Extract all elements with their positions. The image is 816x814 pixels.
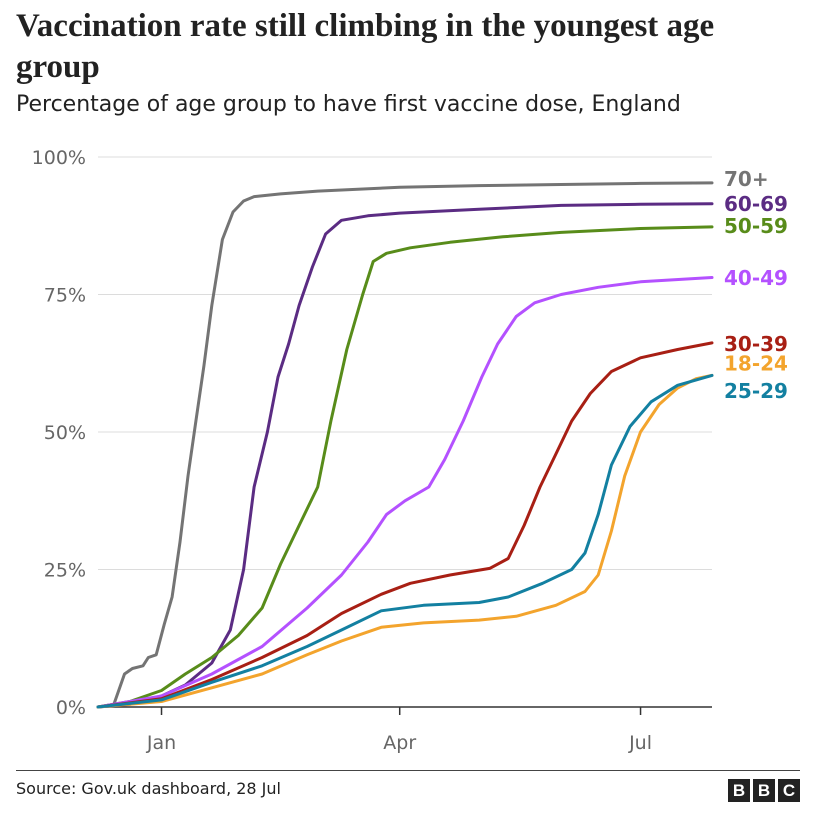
series-label: 25-29: [724, 379, 788, 403]
gridlines: [98, 156, 712, 570]
x-tick-label: Apr: [383, 732, 416, 754]
chart-title: Vaccination rate still climbing in the y…: [16, 8, 715, 85]
y-tick-label: 75%: [44, 285, 86, 307]
series-line: [96, 373, 714, 709]
series-label: 40-49: [724, 266, 788, 290]
series-line: [96, 225, 714, 709]
series-line: [96, 276, 714, 709]
axes: 0% 25% 50% 75% 100% Jan Apr Jul: [32, 147, 712, 754]
series-label: 70+: [724, 167, 769, 191]
series-label: 60-69: [724, 192, 788, 216]
series-line: [96, 181, 714, 709]
y-tick-label: 0%: [56, 697, 86, 719]
series-line: [96, 202, 714, 709]
x-tick-label: Jan: [146, 732, 176, 754]
bbc-logo: B B C: [728, 779, 800, 802]
bbc-logo-letter: B: [728, 779, 750, 802]
source-note: Source: Gov.uk dashboard, 28 Jul: [16, 779, 281, 798]
series-label: 18-24: [724, 351, 788, 375]
series-label: 30-39: [724, 332, 788, 356]
series-lines: [96, 181, 714, 709]
y-tick-label: 25%: [44, 560, 86, 582]
series-label: 50-59: [724, 214, 788, 238]
y-tick-label: 50%: [44, 422, 86, 444]
series-line: [96, 341, 714, 709]
y-tick-label: 100%: [32, 147, 86, 169]
series-line: [96, 373, 714, 709]
x-tick-label: Jul: [628, 732, 652, 754]
bbc-logo-letter: B: [753, 779, 775, 802]
footer-divider: [16, 770, 800, 771]
chart-subtitle: Percentage of age group to have first va…: [16, 92, 681, 117]
bbc-logo-letter: C: [778, 779, 800, 802]
